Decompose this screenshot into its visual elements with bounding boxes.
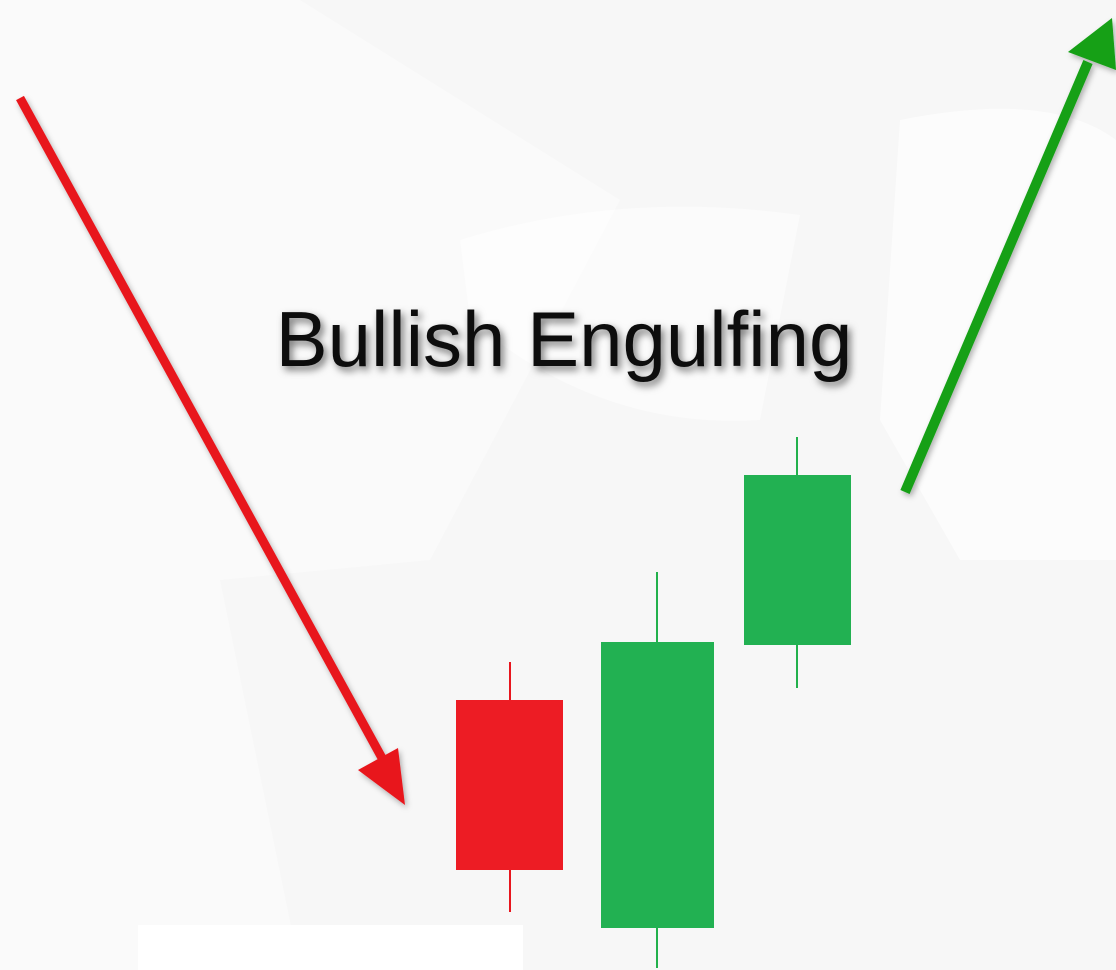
- watermark: [138, 925, 523, 970]
- body: [456, 700, 563, 870]
- bearish-candle: [456, 662, 563, 912]
- down-arrow: [16, 95, 405, 805]
- arrow-shaft: [900, 60, 1093, 494]
- watermark: [880, 108, 1116, 560]
- arrow-head: [358, 748, 405, 805]
- engulfing-candle: [601, 572, 714, 968]
- watermark: [460, 206, 800, 421]
- body: [744, 475, 851, 645]
- body: [601, 642, 714, 928]
- pattern-title: Bullish Engulfing: [276, 295, 853, 383]
- up-arrow: [900, 18, 1116, 494]
- arrow-head: [1068, 18, 1116, 70]
- confirmation-candle: [744, 437, 851, 688]
- arrow-shaft: [16, 95, 386, 761]
